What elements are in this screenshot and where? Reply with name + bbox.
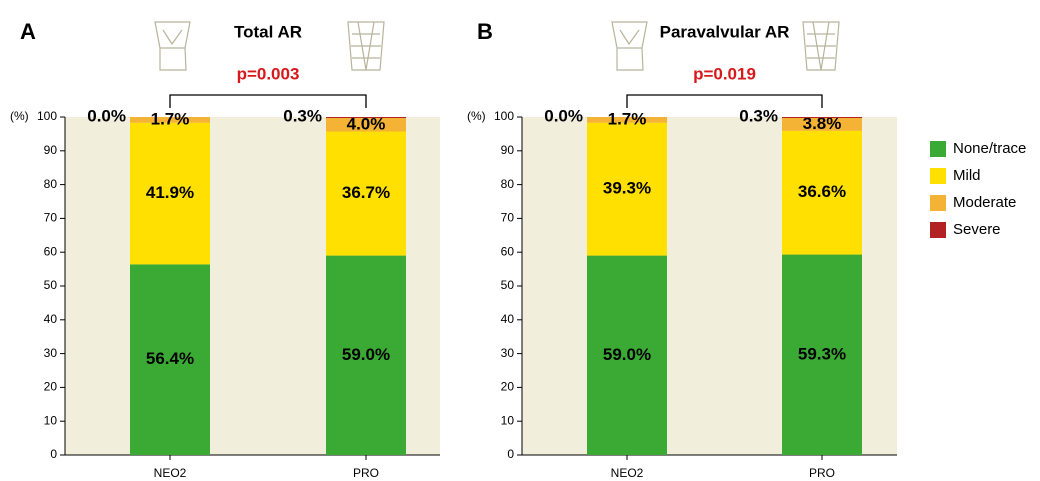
legend-label: Mild [953, 167, 981, 184]
data-label: 0.0% [87, 106, 126, 125]
data-label: 3.8% [803, 114, 842, 133]
chart-title: Paravalvular AR [660, 22, 790, 41]
chart-title: Total AR [234, 22, 302, 41]
panel-label: A [20, 19, 36, 44]
data-label: 41.9% [146, 183, 194, 202]
data-label: 56.4% [146, 349, 194, 368]
figure: A Total AR p=0.003 (%) 0 10 20 30 40 50 60 70 80 90 10… [0, 0, 1040, 481]
y-tick-label: 0 [507, 447, 514, 461]
y-tick-label: 40 [501, 312, 515, 326]
y-tick-label: 70 [44, 211, 58, 225]
legend-swatch [930, 168, 946, 184]
p-value: p=0.003 [237, 64, 300, 83]
y-axis-label: (%) [467, 109, 486, 123]
y-tick-label: 70 [501, 211, 515, 225]
y-tick-label: 0 [50, 447, 57, 461]
data-label: 59.3% [798, 344, 846, 363]
x-tick-label: NEO2 [154, 466, 187, 480]
x-tick-label: PRO [353, 466, 379, 480]
y-tick-label: 50 [501, 278, 515, 292]
data-label: 39.3% [603, 179, 651, 198]
bracket [627, 95, 822, 108]
y-tick-label: 50 [44, 278, 58, 292]
x-tick-label: PRO [809, 466, 835, 480]
data-label: 1.7% [608, 109, 647, 128]
bar-segment [782, 117, 862, 118]
y-tick-label: 30 [501, 346, 515, 360]
y-tick-label: 40 [44, 312, 58, 326]
data-label: 36.6% [798, 182, 846, 201]
y-tick-label: 20 [44, 380, 58, 394]
p-value: p=0.019 [693, 64, 756, 83]
y-tick-label: 100 [494, 109, 514, 123]
legend-swatch [930, 141, 946, 157]
data-label: 36.7% [342, 183, 390, 202]
data-label: 59.0% [342, 345, 390, 364]
legend-label: Severe [953, 221, 1001, 238]
bracket [170, 95, 366, 108]
y-tick-label: 90 [501, 143, 515, 157]
y-tick-label: 10 [44, 413, 58, 427]
y-axis-label: (%) [10, 109, 29, 123]
y-tick-label: 90 [44, 143, 58, 157]
legend-swatch [930, 222, 946, 238]
y-tick-label: 60 [44, 244, 58, 258]
legend-swatch [930, 195, 946, 211]
x-tick-label: NEO2 [611, 466, 644, 480]
data-label: 0.0% [544, 106, 583, 125]
y-tick-label: 60 [501, 244, 515, 258]
bar-segment [326, 117, 406, 118]
y-tick-label: 10 [501, 413, 515, 427]
data-label: 0.3% [739, 106, 778, 125]
y-tick-label: 80 [501, 177, 515, 191]
y-tick-label: 80 [44, 177, 58, 191]
y-tick-label: 30 [44, 346, 58, 360]
data-label: 0.3% [283, 106, 322, 125]
legend-label: Moderate [953, 194, 1016, 211]
panel-label: B [477, 19, 493, 44]
y-tick-label: 20 [501, 380, 515, 394]
data-label: 1.7% [151, 109, 190, 128]
legend-label: None/trace [953, 140, 1026, 157]
data-label: 59.0% [603, 345, 651, 364]
y-tick-label: 100 [37, 109, 57, 123]
